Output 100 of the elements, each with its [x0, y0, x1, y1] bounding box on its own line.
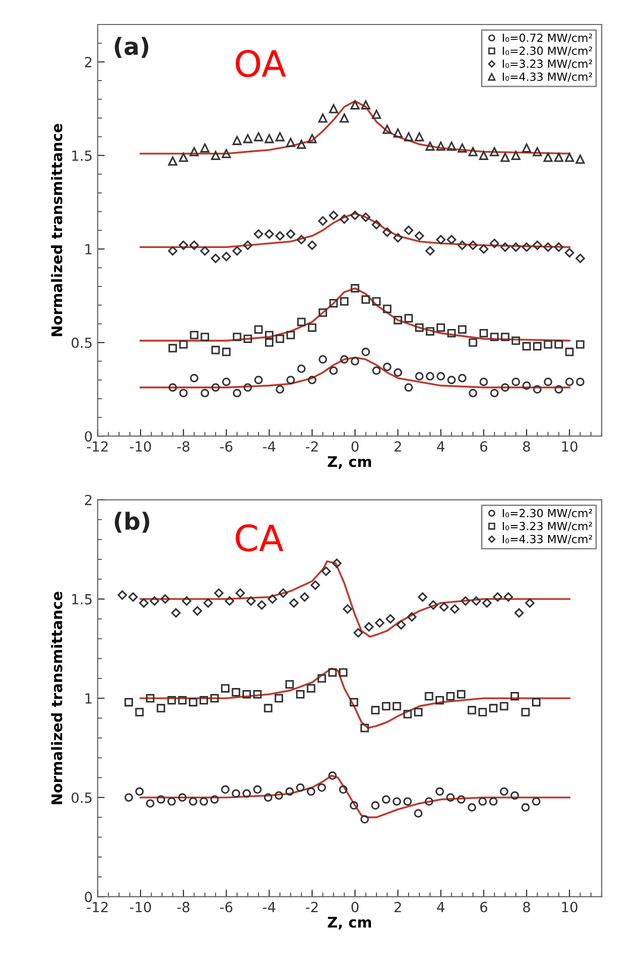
point: [179, 388, 188, 398]
point: [146, 799, 154, 808]
point: [232, 246, 242, 256]
annotation: CA: [236, 524, 284, 552]
point: [200, 143, 210, 153]
point: [446, 793, 455, 802]
point: [214, 588, 224, 598]
point: [156, 795, 166, 804]
point: [168, 383, 177, 392]
point: [460, 596, 470, 606]
point: [306, 787, 316, 796]
point: [124, 793, 133, 802]
point: [342, 604, 352, 614]
point: [403, 710, 412, 718]
point: [328, 104, 338, 114]
point: [222, 252, 232, 262]
point: [525, 598, 534, 608]
point: [482, 598, 492, 608]
point: [500, 702, 508, 710]
point: [382, 362, 392, 372]
x-tick-label: -12: [86, 902, 108, 912]
point: [190, 330, 198, 340]
point: [418, 592, 428, 602]
point: [274, 791, 284, 800]
point: [425, 142, 435, 151]
point: [286, 229, 296, 239]
point: [254, 229, 264, 239]
point: [253, 785, 262, 794]
point: [242, 690, 251, 699]
point: [554, 152, 564, 162]
point: [211, 150, 220, 160]
point: [171, 608, 181, 618]
point: [554, 340, 563, 349]
point: [403, 797, 412, 806]
point: [232, 332, 242, 342]
point: [458, 374, 466, 382]
point: [404, 132, 414, 142]
point: [458, 240, 467, 250]
point: [254, 132, 264, 142]
point: [222, 348, 231, 356]
point: [446, 234, 456, 244]
point: [210, 254, 220, 264]
point: [522, 143, 532, 153]
point: [396, 620, 406, 630]
point: [374, 618, 384, 628]
point: [296, 690, 305, 699]
x-tick-label: 8: [523, 441, 530, 452]
point: [404, 226, 414, 235]
x-tick-label: 4: [437, 902, 444, 912]
point: [471, 596, 481, 606]
point: [340, 297, 349, 306]
point: [222, 378, 231, 386]
point: [468, 240, 478, 250]
point: [200, 797, 208, 806]
point: [500, 332, 510, 342]
legend-label: I₀=2.30 MW/cm²: [502, 508, 592, 518]
point: [244, 334, 252, 344]
legend-label: I₀=4.33 MW/cm²: [502, 72, 592, 82]
point: [264, 134, 274, 144]
point: [500, 242, 510, 252]
point: [393, 128, 402, 138]
point: [168, 344, 177, 352]
point: [404, 314, 413, 322]
x-axis-title: Z, cm: [328, 916, 372, 930]
y-tick-label: 1.5: [72, 594, 92, 604]
point: [382, 124, 392, 134]
point: [415, 323, 424, 332]
point: [393, 233, 403, 242]
point: [414, 231, 424, 241]
point: [511, 150, 520, 160]
point: [221, 684, 230, 693]
point: [478, 797, 487, 806]
point: [456, 690, 466, 699]
point: [278, 588, 288, 598]
point: [211, 383, 220, 392]
point: [264, 330, 274, 340]
point: [232, 388, 242, 398]
point: [447, 328, 456, 338]
point: [257, 600, 266, 610]
point: [554, 385, 563, 394]
legend-label: I₀=4.33 MW/cm²: [502, 534, 592, 544]
point: [392, 702, 402, 710]
point: [200, 696, 208, 704]
point: [360, 815, 369, 824]
point: [512, 336, 520, 345]
point: [372, 366, 381, 375]
point: [200, 246, 210, 256]
point: [450, 604, 460, 614]
point: [306, 684, 316, 693]
point: [382, 795, 390, 804]
point: [167, 797, 176, 806]
y-tick-label: 1.5: [72, 150, 92, 161]
point: [307, 240, 317, 250]
annotation: OA: [236, 50, 286, 78]
point: [435, 787, 444, 796]
point: [274, 694, 284, 702]
point: [254, 325, 263, 334]
point: [179, 340, 188, 349]
point: [318, 216, 328, 226]
point: [479, 378, 488, 386]
